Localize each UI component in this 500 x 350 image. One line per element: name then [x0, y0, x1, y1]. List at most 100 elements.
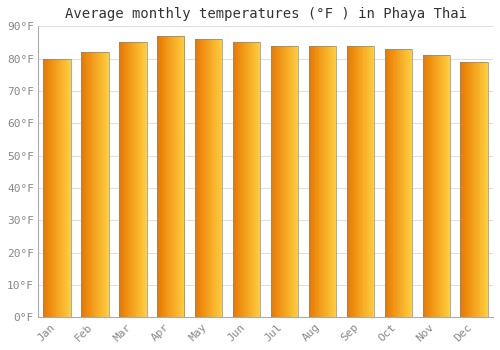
Bar — [434, 55, 435, 317]
Bar — [47, 59, 48, 317]
Bar — [346, 46, 374, 317]
Bar — [322, 46, 323, 317]
Bar — [56, 59, 57, 317]
Bar — [441, 55, 442, 317]
Bar — [353, 46, 354, 317]
Bar — [367, 46, 368, 317]
Bar — [158, 36, 160, 317]
Bar — [211, 39, 212, 317]
Bar — [449, 55, 450, 317]
Bar — [170, 36, 171, 317]
Bar — [62, 59, 64, 317]
Bar — [408, 49, 410, 317]
Bar — [352, 46, 353, 317]
Bar — [470, 62, 471, 317]
Bar — [242, 42, 244, 317]
Bar — [444, 55, 445, 317]
Bar — [221, 39, 222, 317]
Bar — [259, 42, 260, 317]
Bar — [470, 62, 472, 317]
Bar — [361, 46, 362, 317]
Bar — [130, 42, 131, 317]
Bar — [204, 39, 206, 317]
Bar — [243, 42, 244, 317]
Bar — [124, 42, 125, 317]
Bar — [349, 46, 350, 317]
Bar — [284, 46, 286, 317]
Bar — [124, 42, 126, 317]
Bar — [430, 55, 432, 317]
Bar — [98, 52, 99, 317]
Bar — [195, 39, 222, 317]
Bar — [250, 42, 251, 317]
Bar — [139, 42, 140, 317]
Bar — [97, 52, 98, 317]
Bar — [283, 46, 284, 317]
Bar — [384, 49, 412, 317]
Bar — [105, 52, 106, 317]
Bar — [428, 55, 430, 317]
Bar — [182, 36, 183, 317]
Bar — [324, 46, 326, 317]
Bar — [355, 46, 356, 317]
Bar — [82, 52, 108, 317]
Bar — [327, 46, 328, 317]
Bar — [438, 55, 439, 317]
Bar — [103, 52, 104, 317]
Bar — [234, 42, 235, 317]
Bar — [119, 42, 146, 317]
Bar — [430, 55, 431, 317]
Bar — [254, 42, 255, 317]
Bar — [252, 42, 253, 317]
Bar — [483, 62, 484, 317]
Bar — [314, 46, 315, 317]
Bar — [257, 42, 258, 317]
Bar — [474, 62, 475, 317]
Bar — [279, 46, 280, 317]
Bar — [292, 46, 293, 317]
Bar — [82, 52, 83, 317]
Bar — [253, 42, 254, 317]
Bar — [200, 39, 202, 317]
Bar — [368, 46, 370, 317]
Bar — [356, 46, 357, 317]
Bar — [255, 42, 256, 317]
Bar — [45, 59, 46, 317]
Bar — [398, 49, 399, 317]
Bar — [475, 62, 476, 317]
Bar — [395, 49, 396, 317]
Bar — [285, 46, 286, 317]
Bar — [311, 46, 312, 317]
Bar — [58, 59, 59, 317]
Bar — [178, 36, 179, 317]
Bar — [235, 42, 236, 317]
Bar — [64, 59, 66, 317]
Bar — [238, 42, 239, 317]
Bar — [404, 49, 405, 317]
Bar — [422, 55, 424, 317]
Bar — [244, 42, 246, 317]
Bar — [175, 36, 176, 317]
Bar — [423, 55, 424, 317]
Bar — [478, 62, 479, 317]
Bar — [237, 42, 238, 317]
Bar — [464, 62, 466, 317]
Bar — [44, 59, 45, 317]
Bar — [142, 42, 143, 317]
Bar — [239, 42, 240, 317]
Bar — [391, 49, 392, 317]
Bar — [171, 36, 172, 317]
Bar — [217, 39, 218, 317]
Bar — [94, 52, 95, 317]
Bar — [276, 46, 277, 317]
Bar — [140, 42, 141, 317]
Bar — [122, 42, 124, 317]
Bar — [206, 39, 208, 317]
Bar — [487, 62, 488, 317]
Bar — [50, 59, 51, 317]
Bar — [179, 36, 180, 317]
Bar — [104, 52, 106, 317]
Bar — [95, 52, 96, 317]
Bar — [390, 49, 391, 317]
Bar — [274, 46, 275, 317]
